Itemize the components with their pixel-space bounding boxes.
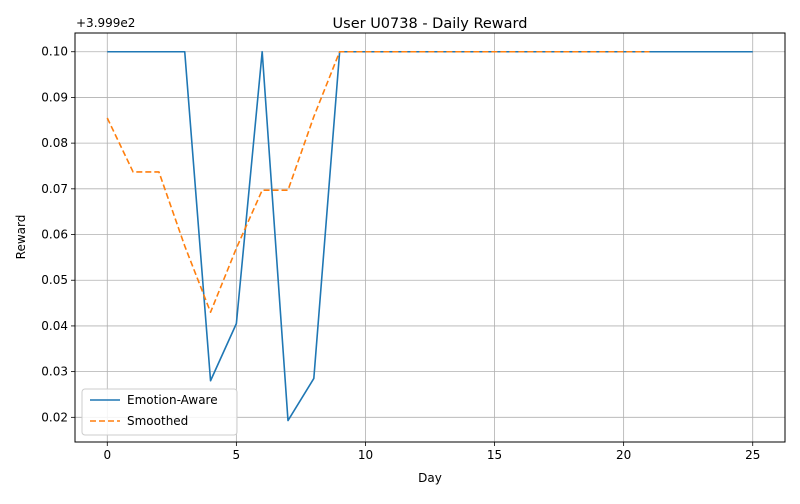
y-tick-label: 0.05 — [41, 273, 68, 287]
plot-frame — [74, 32, 786, 443]
y-offset-label: +3.999e2 — [76, 16, 135, 30]
x-tick-label: 5 — [233, 448, 241, 462]
x-tick-label: 10 — [358, 448, 373, 462]
y-tick-label: 0.03 — [41, 365, 68, 379]
legend-label-smoothed: Smoothed — [127, 414, 188, 428]
x-tick-label: 0 — [103, 448, 111, 462]
series-line-smoothed — [106, 50, 650, 314]
y-tick-label: 0.08 — [41, 136, 68, 150]
y-tick-label: 0.02 — [41, 410, 68, 424]
ticks: 0 5 10 15 20 25 0.02 0.03 0.04 0.05 0.06 0.07 0.08 0.… — [41, 45, 760, 462]
series-lines — [106, 50, 753, 422]
chart-title: User U0738 - Daily Reward — [333, 16, 528, 32]
x-tick-label: 25 — [745, 448, 760, 462]
y-tick-label: 0.10 — [41, 45, 68, 59]
y-tick-label: 0.04 — [41, 319, 68, 333]
x-tick-label: 20 — [616, 448, 631, 462]
y-tick-label: 0.07 — [41, 182, 68, 196]
y-tick-label: 0.06 — [41, 228, 68, 242]
x-tick-label: 15 — [487, 448, 502, 462]
legend-box — [81, 388, 238, 436]
x-axis-label: Day — [418, 471, 442, 485]
y-tick-label: 0.09 — [41, 90, 68, 104]
y-axis-label: Reward — [14, 215, 28, 260]
legend: Emotion-Aware Smoothed — [81, 388, 238, 436]
legend-label-emotion-aware: Emotion-Aware — [127, 393, 218, 407]
